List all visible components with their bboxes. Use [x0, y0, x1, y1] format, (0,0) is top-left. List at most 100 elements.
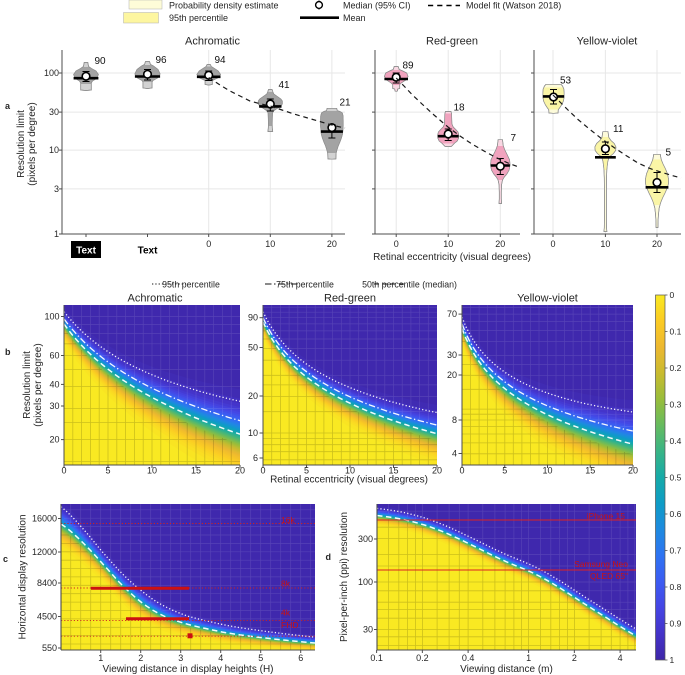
svg-text:5: 5 — [105, 466, 110, 476]
svg-text:Samsung Neo: Samsung Neo — [574, 559, 628, 569]
svg-text:b: b — [5, 347, 11, 357]
svg-text:0.4: 0.4 — [462, 653, 475, 663]
svg-text:FHD: FHD — [281, 620, 298, 630]
svg-text:90: 90 — [248, 313, 258, 323]
svg-text:0.1: 0.1 — [670, 327, 682, 337]
svg-text:0.8: 0.8 — [670, 582, 682, 592]
svg-text:Viewing distance (m): Viewing distance (m) — [460, 664, 553, 675]
svg-text:0.2: 0.2 — [670, 363, 682, 373]
svg-text:89: 89 — [403, 61, 415, 72]
svg-text:4500: 4500 — [37, 612, 57, 622]
svg-text:3: 3 — [178, 653, 183, 663]
svg-text:10: 10 — [542, 466, 552, 476]
svg-text:7: 7 — [511, 133, 517, 144]
svg-text:a: a — [5, 101, 11, 111]
svg-text:0: 0 — [206, 239, 211, 249]
svg-text:4: 4 — [218, 653, 223, 663]
svg-text:15: 15 — [388, 466, 398, 476]
svg-text:10: 10 — [443, 239, 453, 249]
svg-text:8400: 8400 — [37, 578, 57, 588]
svg-text:50th percentile (median): 50th percentile (median) — [362, 280, 457, 290]
svg-text:0.6: 0.6 — [670, 509, 682, 519]
svg-text:5: 5 — [258, 653, 263, 663]
svg-text:0: 0 — [61, 466, 66, 476]
svg-text:Text: Text — [76, 246, 96, 257]
svg-text:c: c — [3, 554, 8, 564]
svg-text:18: 18 — [454, 103, 466, 114]
svg-text:95th percentile: 95th percentile — [162, 280, 220, 290]
svg-text:15: 15 — [585, 466, 595, 476]
svg-text:11: 11 — [613, 124, 624, 135]
svg-text:20: 20 — [495, 239, 505, 249]
svg-text:20: 20 — [432, 466, 442, 476]
svg-text:(pixels per degree): (pixels per degree) — [27, 102, 38, 185]
svg-text:0: 0 — [550, 239, 555, 249]
svg-text:20: 20 — [652, 239, 662, 249]
svg-text:30: 30 — [49, 107, 59, 117]
svg-text:Yellow-violet: Yellow-violet — [577, 36, 638, 48]
svg-text:30: 30 — [49, 401, 59, 411]
svg-text:0: 0 — [260, 466, 265, 476]
svg-text:0.9: 0.9 — [670, 619, 682, 629]
svg-text:10: 10 — [147, 466, 157, 476]
svg-text:4: 4 — [618, 653, 623, 663]
svg-text:4: 4 — [452, 449, 457, 459]
svg-text:95th percentile: 95th percentile — [169, 13, 228, 23]
svg-text:10: 10 — [248, 428, 258, 438]
svg-text:10: 10 — [345, 466, 355, 476]
svg-text:5: 5 — [304, 466, 309, 476]
svg-text:10: 10 — [49, 145, 59, 155]
svg-text:0: 0 — [670, 290, 675, 300]
svg-text:90: 90 — [95, 56, 107, 67]
svg-text:550: 550 — [42, 643, 57, 653]
svg-text:1: 1 — [526, 653, 531, 663]
svg-text:1: 1 — [98, 653, 103, 663]
svg-text:2: 2 — [138, 653, 143, 663]
svg-text:(pixels per degree): (pixels per degree) — [33, 343, 44, 426]
svg-text:3: 3 — [54, 184, 59, 194]
svg-text:QLED 65": QLED 65" — [590, 571, 628, 581]
svg-text:21: 21 — [340, 98, 352, 109]
svg-text:15: 15 — [191, 466, 201, 476]
svg-text:60: 60 — [49, 351, 59, 361]
svg-text:100: 100 — [44, 68, 59, 78]
svg-text:0.1: 0.1 — [370, 653, 383, 663]
svg-text:20: 20 — [628, 466, 638, 476]
svg-text:0.5: 0.5 — [670, 473, 682, 483]
svg-text:8: 8 — [452, 415, 457, 425]
svg-text:Yellow-violet: Yellow-violet — [517, 293, 578, 305]
svg-text:Horizontal display resolution: Horizontal display resolution — [18, 514, 29, 639]
svg-text:0.4: 0.4 — [670, 436, 682, 446]
svg-text:2: 2 — [572, 653, 577, 663]
svg-text:Retinal eccentricity (visual d: Retinal eccentricity (visual degrees) — [373, 252, 531, 263]
svg-text:Red-green: Red-green — [324, 293, 376, 305]
svg-text:1: 1 — [670, 655, 675, 665]
svg-text:Mean: Mean — [343, 13, 366, 23]
svg-text:Model fit (Watson 2018): Model fit (Watson 2018) — [466, 1, 561, 11]
svg-text:d: d — [326, 552, 332, 562]
svg-text:Text: Text — [138, 246, 158, 257]
svg-text:1: 1 — [54, 229, 59, 239]
svg-text:10: 10 — [265, 239, 275, 249]
svg-text:20: 20 — [49, 435, 59, 445]
svg-text:Achromatic: Achromatic — [127, 293, 183, 305]
svg-text:10: 10 — [600, 239, 610, 249]
svg-text:Retinal eccentricity (visual d: Retinal eccentricity (visual degrees) — [270, 475, 428, 486]
svg-text:30: 30 — [447, 350, 457, 360]
svg-text:20: 20 — [447, 370, 457, 380]
svg-text:16000: 16000 — [32, 514, 57, 524]
svg-text:Viewing distance in display he: Viewing distance in display heights (H) — [102, 664, 273, 675]
svg-text:Pixel-per-inch (ppi) resolutio: Pixel-per-inch (ppi) resolution — [339, 512, 350, 642]
svg-text:0: 0 — [459, 466, 464, 476]
svg-text:94: 94 — [215, 55, 227, 66]
svg-text:75th percentile: 75th percentile — [276, 280, 334, 290]
svg-text:5: 5 — [666, 148, 672, 159]
svg-text:4k: 4k — [281, 608, 291, 618]
svg-text:iPhone 15: iPhone 15 — [587, 511, 626, 521]
svg-text:300: 300 — [358, 534, 373, 544]
svg-text:0.2: 0.2 — [416, 653, 429, 663]
svg-text:70: 70 — [447, 309, 457, 319]
svg-text:53: 53 — [560, 76, 572, 87]
svg-text:5: 5 — [502, 466, 507, 476]
svg-text:50: 50 — [248, 343, 258, 353]
